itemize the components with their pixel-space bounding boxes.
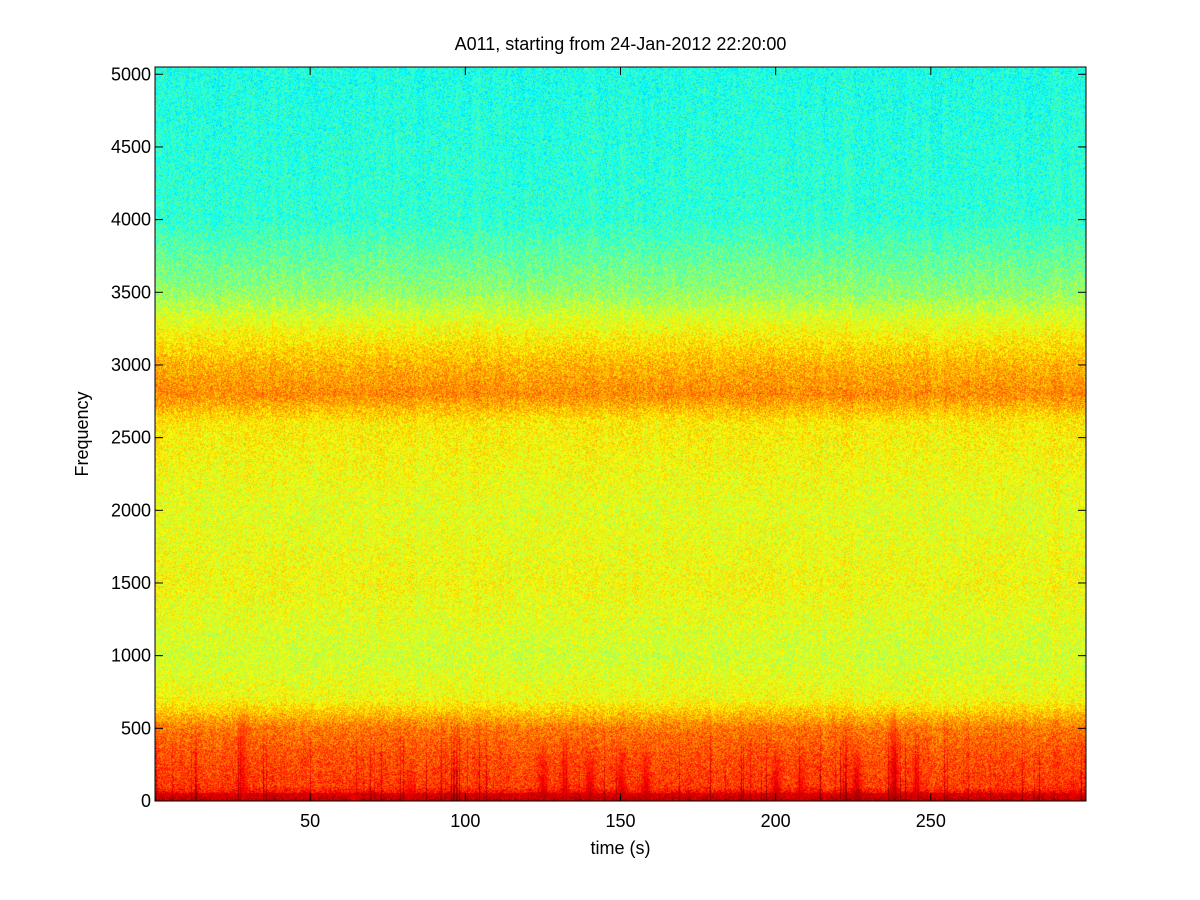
- x-axis: 50 100 150 200 250: [300, 67, 946, 831]
- y-tick-label: 2000: [111, 500, 151, 520]
- x-axis-label: time (s): [591, 838, 651, 858]
- x-tick-label: 50: [300, 811, 320, 831]
- x-tick-label: 250: [916, 811, 946, 831]
- chart-title: A011, starting from 24-Jan-2012 22:20:00: [455, 34, 787, 54]
- y-tick-label: 5000: [111, 64, 151, 84]
- spectrogram-heatmap: [155, 67, 1086, 801]
- y-tick-label: 0: [141, 791, 151, 811]
- y-tick-label: 1000: [111, 646, 151, 666]
- x-tick-label: 100: [450, 811, 480, 831]
- y-axis-label: Frequency: [72, 391, 92, 476]
- y-tick-label: 4000: [111, 210, 151, 230]
- y-axis: 0 500 1000 1500 2000 2500 3000 3500 4000 4500 5000: [111, 64, 1086, 811]
- x-tick-label: 200: [761, 811, 791, 831]
- y-tick-label: 500: [121, 718, 151, 738]
- y-tick-label: 1500: [111, 573, 151, 593]
- x-tick-label: 150: [605, 811, 635, 831]
- y-tick-label: 2500: [111, 428, 151, 448]
- y-tick-label: 4500: [111, 137, 151, 157]
- y-tick-label: 3000: [111, 355, 151, 375]
- y-tick-label: 3500: [111, 282, 151, 302]
